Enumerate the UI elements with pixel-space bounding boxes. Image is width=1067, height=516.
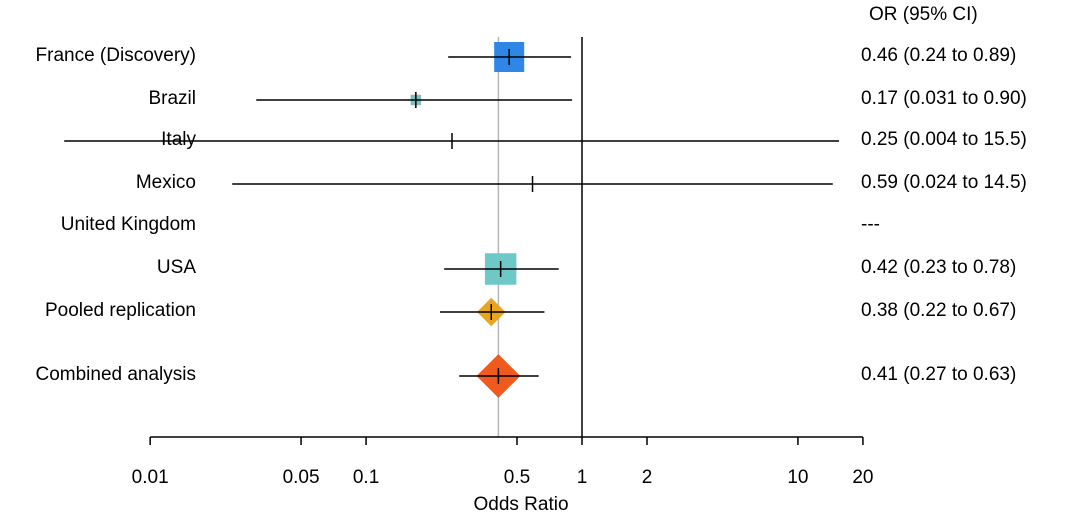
or-value-united-kingdom: --- xyxy=(861,214,880,235)
x-tick-label-10: 10 xyxy=(787,467,808,488)
x-tick-label-0.5: 0.5 xyxy=(504,467,530,488)
or-value-brazil: 0.17 (0.031 to 0.90) xyxy=(861,88,1027,109)
or-value-mexico: 0.59 (0.024 to 14.5) xyxy=(861,172,1027,193)
x-tick-label-0.05: 0.05 xyxy=(283,467,320,488)
row-label-pooled-replication: Pooled replication xyxy=(44,300,196,321)
or-value-usa: 0.42 (0.23 to 0.78) xyxy=(861,257,1017,278)
row-label-united-kingdom: United Kingdom xyxy=(60,214,196,235)
x-tick-label-20: 20 xyxy=(852,467,873,488)
row-label-france-discovery: France (Discovery) xyxy=(35,45,196,66)
or-value-france-discovery: 0.46 (0.24 to 0.89) xyxy=(861,45,1017,66)
x-tick-label-0.1: 0.1 xyxy=(353,467,379,488)
row-label-mexico: Mexico xyxy=(135,172,196,193)
or-value-combined-analysis: 0.41 (0.27 to 0.63) xyxy=(861,364,1017,385)
or-column-header: OR (95% CI) xyxy=(869,4,978,25)
x-tick-label-0.01: 0.01 xyxy=(132,467,169,488)
or-value-pooled-replication: 0.38 (0.22 to 0.67) xyxy=(861,300,1017,321)
or-value-italy: 0.25 (0.004 to 15.5) xyxy=(861,129,1027,150)
row-label-brazil: Brazil xyxy=(148,88,196,109)
x-tick-label-2: 2 xyxy=(642,467,653,488)
x-axis-label: Odds Ratio xyxy=(473,494,568,515)
x-tick-label-1: 1 xyxy=(577,467,588,488)
row-label-italy: Italy xyxy=(161,129,196,150)
row-label-usa: USA xyxy=(156,257,196,278)
row-label-combined-analysis: Combined analysis xyxy=(35,364,196,385)
